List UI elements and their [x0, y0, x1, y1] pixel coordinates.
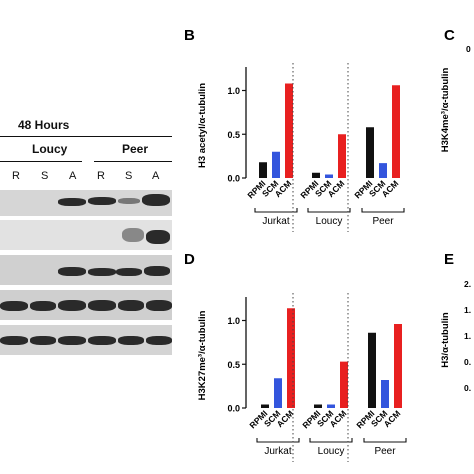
- y-tick-label: 0.: [464, 357, 471, 367]
- y-tick-label: 0.0: [227, 404, 240, 414]
- y-tick-label: 1.0: [227, 86, 240, 96]
- blot-strip-5: [0, 325, 172, 355]
- blot-strip-3: [0, 255, 172, 285]
- group-bracket: [254, 208, 298, 213]
- bar: [379, 163, 387, 178]
- chart-panel-e: E H3/α-tubulin 2. 1. 1. 0. 0.: [440, 251, 471, 393]
- bar: [392, 85, 400, 178]
- bar: [394, 324, 402, 408]
- bar: [368, 332, 376, 408]
- y-tick-label: 1.0: [227, 316, 240, 326]
- chart-panel-c: C H3K4me³/α-tubulin 0: [440, 27, 471, 152]
- lane-label: R: [97, 170, 105, 182]
- lane-label: A: [69, 170, 77, 182]
- group-bracket: [307, 208, 351, 213]
- blot-group-peer: Peer: [122, 142, 149, 156]
- bar: [325, 174, 333, 178]
- lane-label: S: [41, 170, 49, 182]
- y-tick-label: 0.5: [227, 360, 240, 370]
- bar: [340, 361, 348, 408]
- y-tick-label: 0.5: [227, 130, 240, 140]
- bar: [259, 162, 267, 178]
- lane-label: A: [152, 170, 160, 182]
- group-bracket: [256, 438, 300, 443]
- group-label: Peer: [372, 216, 394, 227]
- bar: [274, 378, 282, 408]
- panel-label: D: [184, 251, 195, 268]
- blot-header-line: [0, 136, 172, 137]
- group-label: Loucy: [316, 216, 343, 227]
- group-bracket: [363, 438, 407, 443]
- bar: [366, 127, 374, 178]
- bar: [272, 151, 280, 178]
- group-label: Peer: [374, 446, 396, 457]
- group-bracket: [361, 208, 405, 213]
- y-axis-label: H3 acetyl/α-tubulin: [197, 83, 208, 168]
- group-bracket: [309, 438, 353, 443]
- panel-label: E: [444, 251, 454, 268]
- y-tick-label: 1.: [464, 331, 471, 341]
- bar: [312, 172, 320, 178]
- blot-group-loucy: Loucy: [32, 142, 68, 156]
- y-tick-label: 0.0: [227, 174, 240, 184]
- y-tick-label: 0: [466, 44, 471, 54]
- bar: [327, 404, 335, 408]
- bar: [381, 380, 389, 408]
- bar: [285, 83, 293, 178]
- y-axis-label: H3/α-tubulin: [440, 312, 451, 368]
- panel-label: B: [184, 27, 195, 44]
- panel-label: C: [444, 27, 455, 44]
- y-axis-label: H3K27me³/α-tubulin: [197, 310, 208, 400]
- blot-strip-2: [0, 220, 172, 250]
- chart-panel-d: D0.00.51.0H3K27me³/α-tubulinRPMISCMACMJu…: [184, 251, 407, 462]
- chart-panel-b: B0.00.51.0H3 acetyl/α-tubulinRPMISCMACMJ…: [184, 27, 405, 232]
- lane-label: S: [125, 170, 133, 182]
- blot-strip-1: [0, 190, 172, 216]
- blot-strip-4: [0, 290, 172, 320]
- group-label: Loucy: [318, 446, 345, 457]
- y-tick-label: 0.: [464, 383, 471, 393]
- group-label: Jurkat: [264, 446, 291, 457]
- y-tick-label: 2.: [464, 279, 471, 289]
- lane-label: R: [12, 170, 20, 182]
- group-label: Jurkat: [262, 216, 289, 227]
- blot-loucy-line: [0, 161, 82, 162]
- blot-peer-line: [94, 161, 172, 162]
- western-blot-panel: 48 Hours Loucy Peer R S A R S A: [0, 110, 172, 380]
- bar: [338, 134, 346, 178]
- y-tick-label: 1.: [464, 305, 471, 315]
- y-axis-label: H3K4me³/α-tubulin: [440, 68, 451, 153]
- bar: [261, 404, 269, 408]
- bar: [287, 308, 295, 408]
- blot-time-label: 48 Hours: [18, 118, 70, 132]
- bar: [314, 404, 322, 408]
